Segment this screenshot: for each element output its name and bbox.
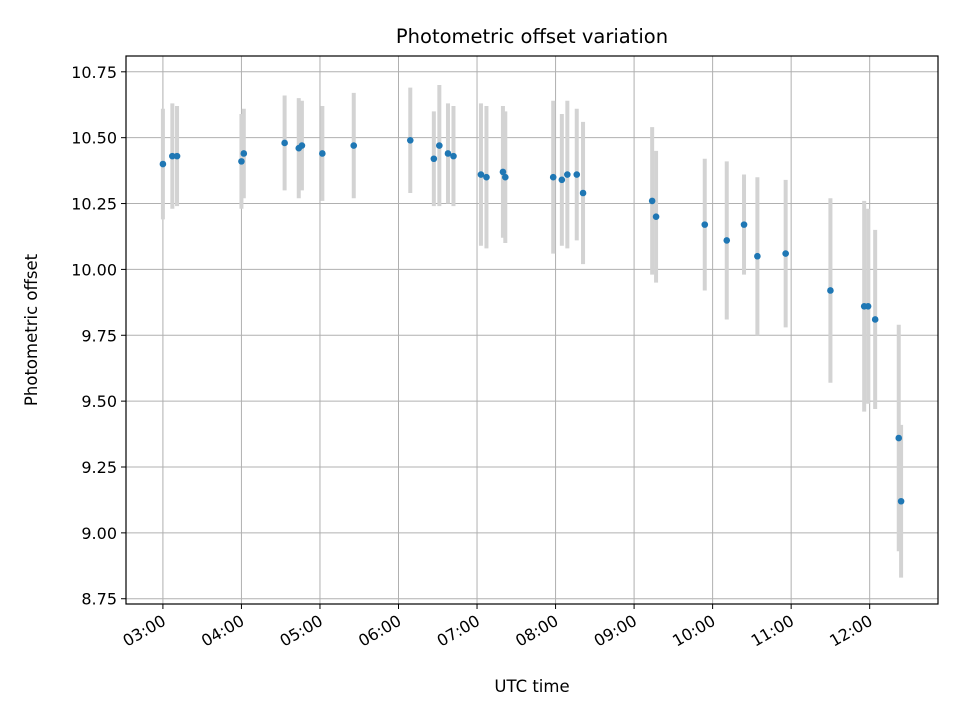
- data-point: [723, 237, 731, 244]
- data-point: [483, 173, 490, 181]
- data-point: [319, 150, 326, 157]
- y-tick-label: 9.25: [81, 458, 117, 477]
- data-point: [652, 213, 660, 221]
- x-tick-label: 10:00: [669, 611, 718, 651]
- data-point: [169, 152, 176, 160]
- x-tick-label: 07:00: [434, 611, 483, 651]
- data-points: [159, 137, 905, 505]
- data-point: [499, 168, 507, 176]
- x-axis-title: UTC time: [494, 677, 569, 696]
- data-point: [579, 189, 587, 197]
- error-bars: [160, 84, 904, 578]
- y-tick-label: 9.50: [81, 392, 117, 411]
- data-point: [871, 316, 879, 323]
- data-point: [444, 150, 452, 157]
- grid-lines: [126, 56, 938, 604]
- data-point: [754, 252, 761, 260]
- data-point: [782, 250, 789, 257]
- x-tick-label: 09:00: [591, 611, 640, 651]
- x-tick-label: 12:00: [826, 611, 875, 651]
- data-point: [897, 497, 905, 505]
- data-point: [648, 197, 656, 205]
- data-point: [430, 155, 438, 163]
- data-point: [450, 152, 457, 160]
- data-point: [350, 142, 358, 149]
- x-tick-label: 03:00: [119, 611, 168, 651]
- data-point: [501, 173, 509, 181]
- y-tick-label: 10.25: [71, 195, 117, 214]
- x-tick-label: 05:00: [277, 611, 326, 651]
- data-point: [436, 142, 443, 149]
- x-axis-ticks: 03:00 04:00 05:00 06:00 07:00 08:00 09:00 10:00…: [119, 604, 876, 651]
- chart-title: Photometric offset variation: [396, 25, 668, 48]
- data-point: [740, 221, 748, 228]
- y-tick-label: 10.75: [71, 63, 117, 82]
- data-point: [701, 221, 709, 228]
- data-point: [827, 287, 834, 294]
- x-tick-label: 08:00: [512, 611, 561, 651]
- data-point: [298, 142, 306, 149]
- data-point: [281, 139, 288, 147]
- plot-frame: [125, 55, 939, 605]
- x-tick-label: 04:00: [198, 611, 247, 651]
- data-point: [159, 160, 167, 168]
- data-point: [573, 171, 581, 178]
- x-tick-label: 11:00: [748, 611, 797, 651]
- y-tick-label: 9.00: [81, 524, 117, 543]
- y-axis-title: Photometric offset: [22, 253, 41, 406]
- data-point: [549, 173, 557, 181]
- data-point: [558, 176, 566, 184]
- data-point: [477, 171, 485, 178]
- data-point: [564, 171, 571, 178]
- data-point: [238, 158, 245, 165]
- data-point: [406, 137, 414, 144]
- y-tick-label: 10.00: [71, 260, 117, 279]
- data-point: [240, 150, 248, 157]
- y-axis-ticks: 8.75 9.00 9.25 9.50 9.75 10.00 10.25 10.50 10.75: [71, 63, 126, 609]
- y-tick-label: 10.50: [71, 129, 117, 148]
- data-point: [173, 152, 181, 160]
- y-tick-label: 9.75: [81, 326, 117, 345]
- data-point: [864, 302, 872, 310]
- x-tick-label: 06:00: [355, 611, 404, 651]
- y-tick-label: 8.75: [81, 590, 117, 609]
- data-point: [895, 434, 903, 442]
